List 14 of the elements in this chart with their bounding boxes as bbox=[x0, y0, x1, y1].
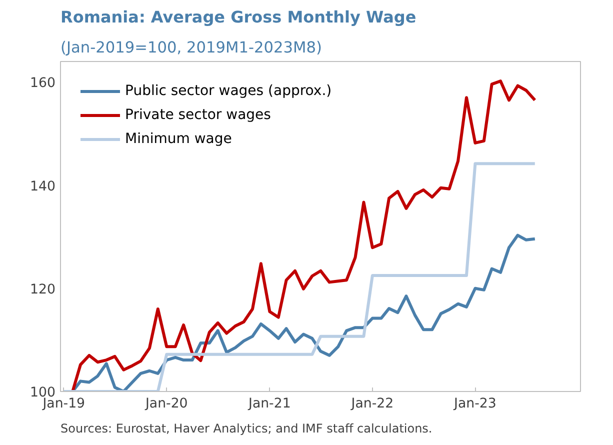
y-tick-label: 120 bbox=[30, 282, 56, 298]
x-tick-label: Jan-21 bbox=[248, 396, 291, 412]
legend-label: Public sector wages (approx.) bbox=[125, 83, 332, 99]
x-tick-label: Jan-19 bbox=[42, 396, 86, 412]
y-tick-label: 160 bbox=[30, 76, 56, 92]
legend-label: Private sector wages bbox=[125, 107, 271, 123]
legend-label: Minimum wage bbox=[125, 131, 232, 147]
chart-title: Romania: Average Gross Monthly Wage bbox=[60, 8, 416, 26]
source-note: Sources: Eurostat, Haver Analytics; and IMF staff calculations. bbox=[60, 422, 432, 436]
chart-subtitle: (Jan-2019=100, 2019M1-2023M8) bbox=[60, 38, 322, 56]
x-tick-label: Jan-22 bbox=[350, 396, 394, 412]
x-tick-label: Jan-23 bbox=[453, 396, 496, 412]
x-tick-label: Jan-20 bbox=[144, 396, 188, 412]
y-tick-label: 140 bbox=[30, 179, 56, 194]
